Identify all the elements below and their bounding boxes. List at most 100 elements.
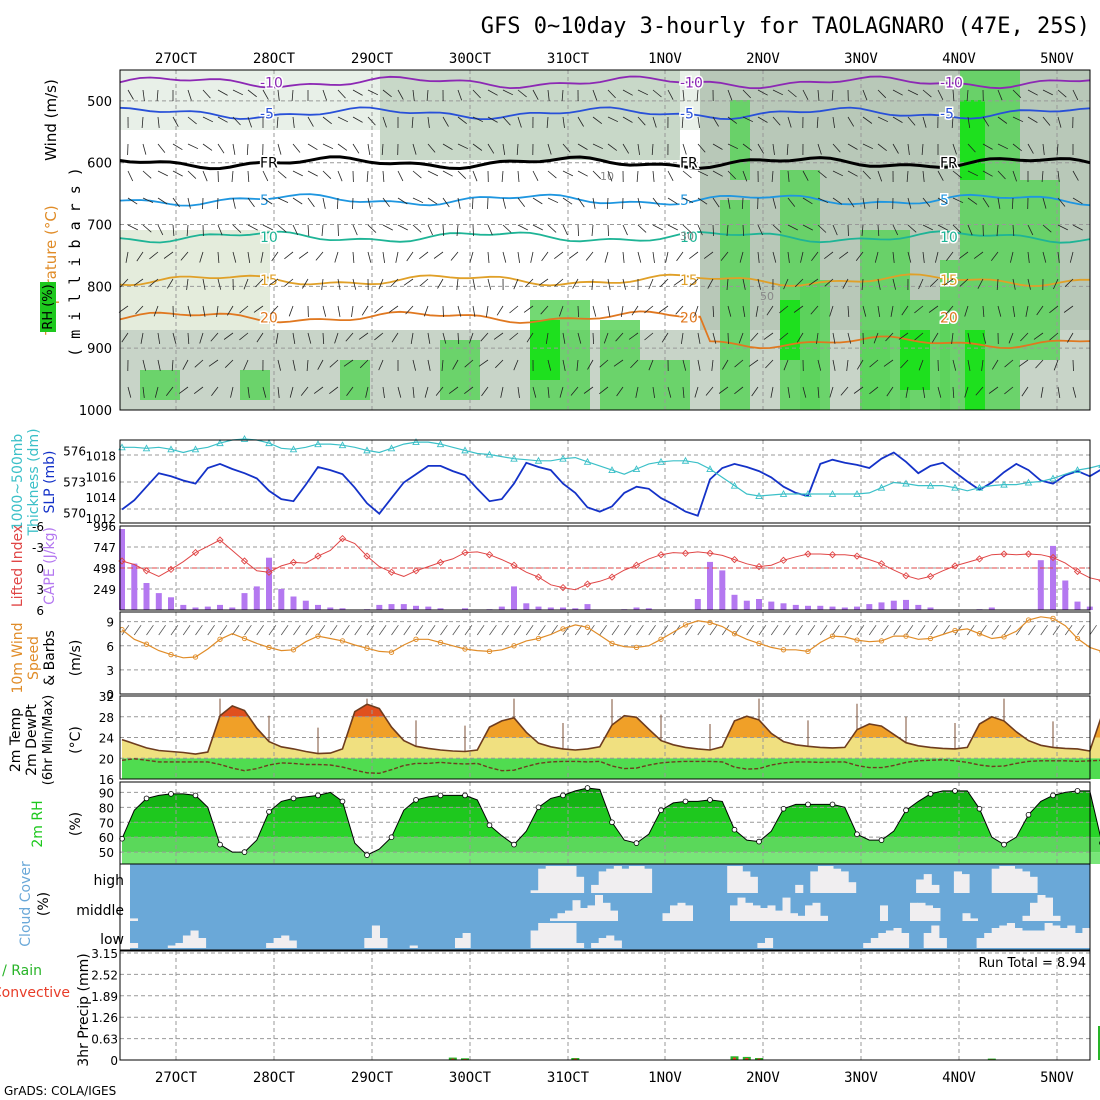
wind-barb [366, 624, 375, 636]
rh-marker [1025, 811, 1032, 818]
thickness-line [122, 438, 1100, 497]
cloud-high-cell [991, 868, 1000, 893]
wind-barb [906, 170, 909, 183]
wind-barb [607, 278, 611, 290]
cloud-high-cell [727, 866, 736, 893]
panel-frame [119, 863, 1091, 951]
wind-barb [840, 386, 849, 396]
wind-barb [592, 197, 596, 209]
wind-barb [433, 251, 444, 259]
wind-barb [262, 224, 273, 231]
wind-barb [952, 170, 962, 179]
li-marker [559, 583, 567, 592]
cloud-middle-cell [962, 913, 971, 921]
rh-marker [437, 792, 444, 799]
wind-barb [673, 278, 684, 286]
cloud-high-cell [734, 866, 743, 893]
rh-moist [1020, 180, 1060, 360]
wind-speed-marker [1050, 615, 1056, 622]
wind-barb [232, 89, 244, 96]
wind-barb [1021, 386, 1029, 397]
wind-barb [1012, 89, 1022, 98]
wind-barb [755, 305, 759, 317]
wind-barb [905, 624, 914, 636]
wind-barb [682, 386, 685, 399]
wind-barb [734, 359, 744, 368]
wind-barb [832, 332, 836, 344]
wind-barb [292, 116, 295, 128]
wind-barb [958, 251, 969, 259]
rh-saturated [530, 320, 560, 380]
wind-barb [202, 89, 211, 99]
wind-barb [306, 359, 309, 372]
rh-moist [600, 320, 640, 410]
wind-barb [620, 305, 624, 317]
wind-barb [1053, 278, 1059, 290]
wind-barb [403, 278, 414, 286]
cloud-low-cell [863, 943, 872, 948]
wind-barb [322, 143, 334, 150]
wind-barb [652, 197, 661, 207]
wind-barb [681, 116, 684, 129]
li-marker [265, 568, 273, 576]
wind-barb [772, 116, 781, 126]
wind-barb [352, 278, 357, 290]
wind-barb [787, 224, 798, 231]
wind-barb [832, 170, 844, 177]
date-label: 1NOV [648, 51, 682, 67]
cloud-low-cell [765, 938, 774, 948]
wind-barb [525, 278, 534, 288]
wind-barb [898, 332, 909, 340]
wind-barb [997, 89, 1003, 101]
wind-speed-marker [1001, 634, 1007, 640]
wind-barb [397, 224, 408, 231]
cloud-low-cell [878, 933, 887, 948]
cape-tick: 249 [93, 583, 116, 597]
rh-marker [413, 797, 419, 803]
wind-barb [472, 143, 483, 151]
wind-barb [929, 278, 939, 287]
wind-barb [1049, 332, 1059, 341]
wind-barb [253, 305, 264, 313]
cloud-middle-cell [595, 895, 603, 921]
wind-barb [352, 197, 354, 210]
wind-barb [856, 359, 864, 370]
wind-barb [300, 386, 309, 396]
wind-barb [592, 332, 594, 345]
wind-barb [427, 224, 433, 236]
wind-barb [652, 170, 655, 182]
cloud-high-cell [961, 874, 970, 893]
wind-barb [397, 89, 404, 100]
wind-barb [868, 624, 877, 636]
date-label: 1NOV [648, 1070, 682, 1086]
wind-barb [783, 624, 791, 636]
li-marker [461, 548, 469, 557]
wind-barb [464, 386, 474, 395]
wind10m-unit: (m/s) [68, 640, 84, 677]
wind-barb [795, 624, 803, 636]
wind-barb [817, 170, 827, 179]
cloud-low-cell [938, 938, 947, 948]
wind-barb [862, 143, 874, 150]
temp-band [122, 737, 1100, 759]
date-label: 5NOV [1040, 51, 1074, 67]
wind-barb [187, 143, 199, 150]
wind-barb [351, 305, 354, 317]
wind-barb [554, 278, 564, 287]
wind-barb [517, 116, 522, 128]
wind-barb [276, 116, 279, 129]
wind-barb [817, 224, 827, 233]
wind-barb [239, 332, 249, 341]
wind-barb [157, 116, 160, 128]
wind-barb [469, 332, 474, 344]
wind-barb [307, 170, 318, 177]
wind-barb [838, 251, 849, 259]
y-tick-label: 900 [87, 342, 112, 357]
temp-contour-label: 20 [260, 310, 278, 326]
wind-barb [1042, 116, 1051, 126]
y-tick-label: 1.26 [91, 1011, 118, 1025]
wind-barb [136, 251, 144, 262]
cape-bar [890, 600, 897, 610]
wind-barb [262, 386, 267, 398]
wind-barb [905, 386, 909, 398]
